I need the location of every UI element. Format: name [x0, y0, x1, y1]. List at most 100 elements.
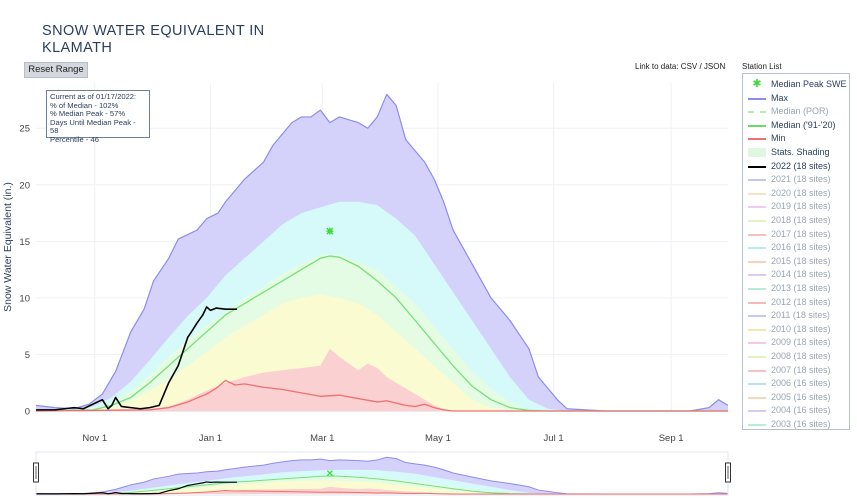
median-peak-icon: [326, 227, 334, 235]
legend-swatch-icon: [748, 233, 766, 236]
legend-label: Max: [771, 92, 789, 103]
legend-item[interactable]: 2005 (16 sites): [743, 391, 849, 404]
legend-item[interactable]: 2006 (16 sites): [743, 377, 849, 390]
data-link[interactable]: Link to data: CSV / JSON: [635, 62, 726, 71]
legend-item[interactable]: 2011 (18 sites): [743, 309, 849, 322]
legend-item[interactable]: 2017 (18 sites): [743, 228, 849, 241]
current-year-line: [36, 306, 237, 411]
legend-item[interactable]: 2010 (18 sites): [743, 323, 849, 336]
info-line3: % Median Peak - 57%: [50, 109, 126, 119]
legend-item[interactable]: 2004 (16 sites): [743, 404, 849, 417]
info-line1: Current as of 01/17/2022:: [50, 92, 137, 101]
legend-swatch-icon: [748, 206, 766, 209]
legend-swatch-icon: ✱: [752, 78, 762, 90]
y-tick-label: 5: [25, 350, 30, 361]
legend-swatch-icon: [748, 383, 766, 386]
legend-item[interactable]: Stats. Shading: [743, 146, 849, 159]
median-peak-marker: [326, 227, 334, 235]
legend-item[interactable]: 2020 (18 sites): [743, 187, 849, 200]
legend-label: 2021 (18 sites): [771, 174, 831, 185]
y-tick-label: 10: [19, 293, 30, 304]
legend-label: 2014 (18 sites): [771, 269, 831, 280]
legend-item[interactable]: Median ('91-'20): [743, 119, 849, 132]
legend-swatch-icon: [748, 301, 766, 304]
current-info-box: Current as of 01/17/2022: % of Median - …: [46, 90, 150, 144]
legend-item[interactable]: 2016 (18 sites): [743, 241, 849, 254]
x-tick-label: May 1: [425, 433, 451, 444]
legend-label: 2019 (18 sites): [771, 201, 831, 212]
legend-item[interactable]: 2003 (16 sites): [743, 418, 849, 431]
legend-item[interactable]: 2014 (18 sites): [743, 268, 849, 281]
chart-title-line2: KLAMATH: [42, 40, 113, 56]
p30-band: [36, 294, 728, 411]
legend-item[interactable]: 2012 (18 sites): [743, 296, 849, 309]
median-line: [35, 255, 728, 412]
legend-swatch-icon: [748, 124, 766, 127]
legend-label: 2013 (18 sites): [771, 283, 831, 293]
legend-label: 2009 (18 sites): [771, 337, 831, 348]
legend-item[interactable]: 2009 (18 sites): [743, 336, 849, 349]
legend-swatch-icon: [748, 315, 766, 318]
legend-label: 2008 (18 sites): [771, 351, 831, 361]
legend-item[interactable]: 2022 (18 sites): [743, 160, 849, 173]
legend-swatch-icon: [748, 410, 766, 413]
legend-swatch-icon: [748, 396, 766, 399]
legend-swatch-icon: [748, 220, 766, 222]
info-line5: Percentile - 46: [50, 134, 99, 144]
x-tick-label: Jul 1: [544, 433, 564, 444]
x-tick-label: Jan 1: [199, 433, 222, 444]
legend-swatch-icon: [748, 328, 766, 331]
legend-label: Median Peak SWE: [771, 79, 847, 89]
mini-median-line: [35, 475, 728, 495]
legend-item[interactable]: ✱ Median Peak SWE: [743, 78, 849, 91]
legend-label: 2020 (18 sites): [771, 187, 831, 198]
legend: ✱ Median Peak SWE Max Median (POR) Median ('…: [742, 73, 850, 430]
mini-min-line: [35, 489, 728, 495]
legend-item[interactable]: 2018 (18 sites): [743, 214, 849, 227]
legend-item[interactable]: 2019 (18 sites): [743, 200, 849, 213]
legend-item[interactable]: Max: [743, 92, 849, 105]
legend-swatch-icon: [748, 111, 766, 114]
y-tick-label: 20: [19, 180, 30, 191]
legend-swatch-icon: [748, 148, 766, 157]
y-tick-label: 25: [19, 124, 30, 135]
legend-item[interactable]: 2008 (18 sites): [743, 350, 849, 363]
mini-peak-marker: [326, 470, 333, 477]
legend-swatch-icon: [748, 165, 766, 168]
legend-label: 2003 (16 sites): [771, 419, 831, 429]
legend-item[interactable]: 2013 (18 sites): [743, 282, 849, 295]
legend-item[interactable]: 2021 (18 sites): [743, 173, 849, 186]
reset-range-button[interactable]: Reset Range: [24, 62, 88, 78]
legend-label: 2011 (18 sites): [771, 310, 830, 321]
info-line4: Days Until Median Peak - 58: [50, 117, 136, 136]
max-line: [35, 93, 729, 412]
legend-label: 2022 (18 sites): [771, 160, 831, 171]
chart-title: SNOW WATER EQUIVALENT IN KLAMATH: [42, 23, 265, 57]
y-tick-label: 15: [19, 237, 30, 248]
station-list-link[interactable]: Station List: [742, 62, 782, 71]
legend-swatch-icon: [748, 274, 766, 277]
legend-swatch-icon: [748, 260, 766, 263]
legend-label: 2012 (18 sites): [771, 296, 831, 307]
legend-swatch-icon: [748, 356, 766, 358]
legend-item[interactable]: 2007 (18 sites): [743, 364, 849, 377]
legend-item[interactable]: 2015 (18 sites): [743, 255, 849, 268]
min-line: [35, 379, 728, 412]
legend-swatch-icon: [748, 179, 766, 182]
legend-label: Stats. Shading: [771, 147, 830, 157]
legend-swatch-icon: [748, 138, 766, 141]
legend-swatch-icon: [748, 369, 766, 372]
x-tick-label: Sep 1: [659, 433, 684, 444]
legend-swatch-icon: [748, 288, 766, 290]
legend-label: Min: [771, 133, 786, 144]
legend-item[interactable]: Min: [743, 132, 849, 145]
x-tick-label: Nov 1: [82, 433, 107, 444]
legend-label: 2016 (18 sites): [771, 242, 831, 253]
legend-label: Median ('91-'20): [771, 119, 836, 130]
legend-item[interactable]: Median (POR): [743, 105, 849, 118]
legend-label: 2010 (18 sites): [771, 323, 831, 334]
range-slider[interactable]: [33, 451, 731, 496]
stat-bands: [36, 94, 728, 411]
legend-label: 2004 (16 sites): [771, 405, 831, 416]
